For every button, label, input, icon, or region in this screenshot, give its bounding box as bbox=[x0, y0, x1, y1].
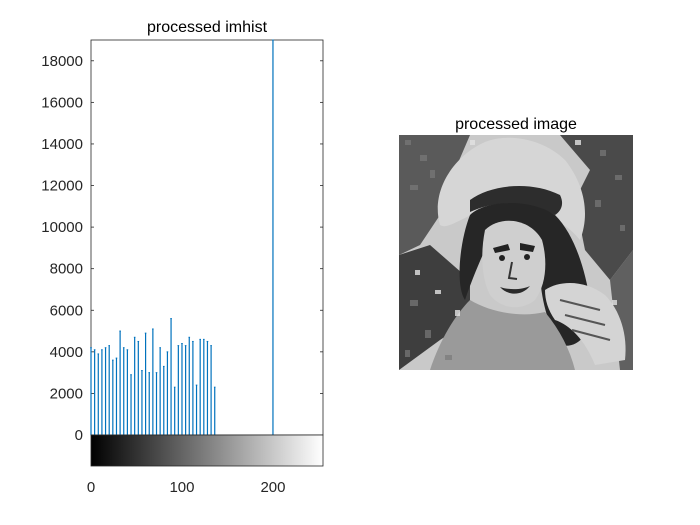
histogram-title: processed imhist bbox=[147, 19, 268, 36]
x-tick-label: 200 bbox=[260, 479, 285, 496]
image-axes: processed image bbox=[399, 116, 633, 370]
y-tick-label: 16000 bbox=[41, 94, 83, 111]
x-axis-ticks: 0 100 200 bbox=[87, 479, 286, 496]
y-axis-ticks: 0 2000 4000 6000 8000 10000 12000 14000 16000 180… bbox=[41, 53, 323, 444]
processed-image bbox=[399, 135, 633, 370]
x-tick-label: 100 bbox=[169, 479, 194, 496]
colorbar-gradient bbox=[90, 434, 324, 467]
y-tick-label: 0 bbox=[75, 427, 83, 444]
y-tick-label: 6000 bbox=[50, 302, 83, 319]
y-tick-label: 8000 bbox=[50, 261, 83, 278]
histogram-axes: processed imhist 0 2000 4000 6000 8000 10000 1… bbox=[41, 19, 324, 444]
y-tick-label: 18000 bbox=[41, 53, 83, 70]
x-tick-label: 0 bbox=[87, 479, 95, 496]
image-title: processed image bbox=[455, 116, 577, 133]
y-tick-label: 10000 bbox=[41, 219, 83, 236]
histogram-stems bbox=[90, 39, 274, 435]
y-tick-label: 12000 bbox=[41, 178, 83, 195]
y-tick-label: 14000 bbox=[41, 136, 83, 153]
y-tick-label: 4000 bbox=[50, 344, 83, 361]
y-tick-label: 2000 bbox=[50, 385, 83, 402]
grayscale-colorbar: 0 100 200 bbox=[87, 434, 324, 496]
